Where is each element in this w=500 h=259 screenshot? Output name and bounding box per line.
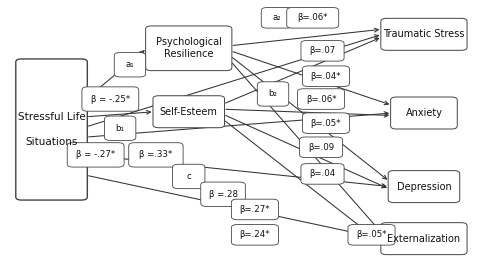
FancyBboxPatch shape (67, 143, 124, 167)
Text: Traumatic Stress: Traumatic Stress (384, 29, 464, 39)
Text: a₂: a₂ (272, 13, 281, 22)
Text: β=.07: β=.07 (310, 46, 336, 55)
Text: β=.06*: β=.06* (298, 13, 328, 22)
FancyBboxPatch shape (258, 82, 288, 106)
FancyBboxPatch shape (172, 164, 205, 189)
Text: β = -.27*: β = -.27* (76, 150, 115, 159)
FancyBboxPatch shape (16, 59, 88, 200)
Text: β = -.25*: β = -.25* (91, 95, 130, 104)
Text: Depression: Depression (396, 182, 452, 192)
Text: β=.04*: β=.04* (310, 72, 341, 81)
FancyBboxPatch shape (300, 137, 343, 157)
Text: Anxiety: Anxiety (406, 108, 442, 118)
FancyBboxPatch shape (232, 225, 278, 245)
FancyBboxPatch shape (153, 96, 224, 128)
FancyBboxPatch shape (302, 66, 350, 87)
FancyBboxPatch shape (298, 89, 344, 109)
Text: Self-Esteem: Self-Esteem (160, 107, 218, 117)
FancyBboxPatch shape (82, 87, 139, 111)
Text: β=.05*: β=.05* (356, 230, 387, 239)
FancyBboxPatch shape (201, 182, 246, 206)
FancyBboxPatch shape (381, 18, 467, 50)
FancyBboxPatch shape (390, 97, 458, 129)
FancyBboxPatch shape (301, 164, 344, 184)
Text: c: c (186, 172, 191, 181)
Text: β=.06*: β=.06* (306, 95, 336, 104)
Text: a₁: a₁ (126, 60, 134, 69)
FancyBboxPatch shape (388, 171, 460, 203)
Text: β =.33*: β =.33* (140, 150, 172, 159)
FancyBboxPatch shape (348, 225, 395, 245)
FancyBboxPatch shape (104, 116, 136, 140)
FancyBboxPatch shape (301, 41, 344, 61)
FancyBboxPatch shape (232, 199, 278, 220)
Text: Psychological
Resilience: Psychological Resilience (156, 37, 222, 60)
Text: Externalization: Externalization (388, 234, 460, 244)
Text: β=.04: β=.04 (310, 169, 336, 178)
FancyBboxPatch shape (262, 8, 292, 28)
Text: β=.09: β=.09 (308, 143, 334, 152)
FancyBboxPatch shape (302, 113, 350, 133)
Text: β=.24*: β=.24* (240, 230, 270, 239)
FancyBboxPatch shape (146, 26, 232, 71)
Text: Stressful Life

Situations: Stressful Life Situations (18, 112, 86, 147)
FancyBboxPatch shape (381, 223, 467, 255)
Text: β =.28: β =.28 (208, 190, 238, 199)
Text: b₂: b₂ (268, 89, 278, 98)
Text: β=.05*: β=.05* (310, 119, 341, 128)
Text: β=.27*: β=.27* (240, 205, 270, 214)
FancyBboxPatch shape (114, 53, 146, 77)
FancyBboxPatch shape (287, 8, 339, 28)
FancyBboxPatch shape (128, 143, 183, 167)
Text: b₁: b₁ (116, 124, 124, 133)
